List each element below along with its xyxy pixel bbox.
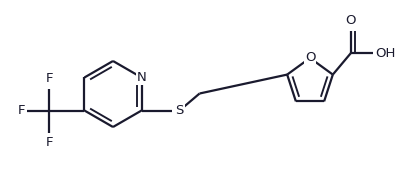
Text: O: O (304, 52, 314, 65)
Text: O: O (345, 14, 355, 27)
Text: OH: OH (374, 47, 394, 60)
Text: F: F (45, 73, 53, 85)
Text: F: F (18, 104, 25, 117)
Text: F: F (45, 136, 53, 148)
Text: N: N (136, 71, 146, 84)
Text: S: S (175, 104, 183, 117)
